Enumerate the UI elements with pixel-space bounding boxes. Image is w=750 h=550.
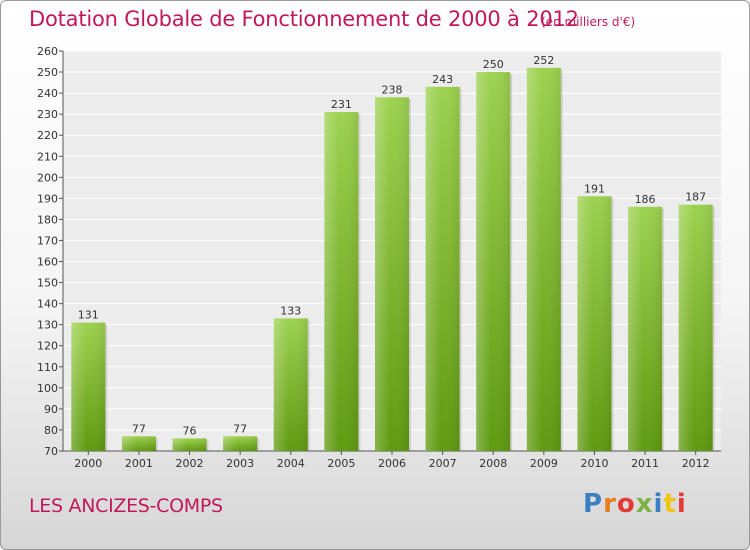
y-tick-label: 140 bbox=[37, 298, 58, 311]
y-tick-label: 170 bbox=[37, 234, 58, 247]
logo-letter: t bbox=[663, 489, 677, 519]
y-tick-label: 200 bbox=[37, 171, 58, 184]
y-tick-label: 160 bbox=[37, 256, 58, 269]
x-tick-label: 2003 bbox=[226, 457, 254, 470]
y-tick-label: 80 bbox=[44, 424, 58, 437]
bar-highlight bbox=[678, 204, 713, 451]
y-tick-label: 70 bbox=[44, 445, 58, 458]
bar-value-label: 231 bbox=[331, 98, 352, 111]
logo-letter: P bbox=[583, 489, 604, 519]
x-tick-label: 2001 bbox=[125, 457, 153, 470]
y-tick-label: 240 bbox=[37, 87, 58, 100]
y-tick-label: 210 bbox=[37, 150, 58, 163]
bar-highlight bbox=[324, 112, 359, 451]
y-tick-label: 260 bbox=[37, 45, 58, 58]
chart-unit: (en milliers d'€) bbox=[541, 15, 636, 29]
logo-letter: i bbox=[653, 489, 664, 519]
x-tick-label: 2004 bbox=[277, 457, 305, 470]
bar-highlight bbox=[577, 196, 612, 451]
x-tick-label: 2007 bbox=[429, 457, 457, 470]
proxiti-logo[interactable]: Proxiti bbox=[583, 489, 687, 519]
y-tick-label: 110 bbox=[37, 361, 58, 374]
bar-highlight bbox=[273, 318, 308, 451]
bar-highlight bbox=[121, 436, 156, 451]
logo-letter: r bbox=[603, 489, 617, 519]
x-tick-label: 2012 bbox=[682, 457, 710, 470]
x-tick-label: 2002 bbox=[176, 457, 204, 470]
bar-highlight bbox=[375, 97, 409, 451]
bar-highlight bbox=[425, 86, 460, 451]
bar-value-label: 250 bbox=[483, 58, 504, 71]
bar-value-label: 77 bbox=[233, 422, 247, 435]
bar-highlight bbox=[628, 206, 663, 451]
bar-value-label: 243 bbox=[432, 73, 453, 86]
y-tick-label: 190 bbox=[37, 192, 58, 205]
y-tick-label: 120 bbox=[37, 340, 58, 353]
y-tick-label: 100 bbox=[37, 382, 58, 395]
bar-value-label: 131 bbox=[78, 309, 99, 322]
chart-title: Dotation Globale de Fonctionnement de 20… bbox=[29, 7, 579, 31]
x-tick-label: 2005 bbox=[327, 457, 355, 470]
bar-value-label: 187 bbox=[685, 191, 706, 204]
y-tick-label: 90 bbox=[44, 403, 58, 416]
data-labels: 131 77 76 77 133 231 238 243 250 252 191 186 187 bbox=[78, 54, 706, 438]
bar-value-label: 186 bbox=[635, 193, 656, 206]
bar-value-label: 133 bbox=[280, 304, 301, 317]
bar-value-label: 252 bbox=[533, 54, 554, 67]
bar-highlight bbox=[476, 72, 511, 451]
x-tick-label: 2006 bbox=[378, 457, 406, 470]
x-tick-label: 2000 bbox=[74, 457, 102, 470]
y-tick-label: 150 bbox=[37, 277, 58, 290]
x-tick-label: 2008 bbox=[479, 457, 507, 470]
y-tick-label: 180 bbox=[37, 213, 58, 226]
bars bbox=[71, 67, 715, 451]
x-tick-label: 2009 bbox=[530, 457, 558, 470]
x-tick-label: 2010 bbox=[580, 457, 608, 470]
x-tick-label: 2011 bbox=[631, 457, 659, 470]
bar-highlight bbox=[71, 322, 106, 451]
bar-highlight bbox=[172, 438, 207, 451]
bar-highlight bbox=[223, 436, 258, 451]
logo-letter: x bbox=[635, 489, 654, 519]
commune-name: LES ANCIZES-COMPS bbox=[29, 495, 223, 517]
axes: 7080901001101201301401501601701801902002… bbox=[37, 45, 721, 470]
bar-value-label: 76 bbox=[183, 424, 197, 437]
bar-value-label: 238 bbox=[382, 83, 403, 96]
logo-letter: i bbox=[676, 489, 687, 519]
y-tick-label: 250 bbox=[37, 66, 58, 79]
bar-value-label: 191 bbox=[584, 182, 605, 195]
y-tick-label: 230 bbox=[37, 108, 58, 121]
bar-highlight bbox=[526, 67, 561, 451]
bar-value-label: 77 bbox=[132, 422, 146, 435]
logo-letter: o bbox=[616, 489, 636, 519]
y-tick-label: 130 bbox=[37, 319, 58, 332]
y-tick-label: 220 bbox=[37, 129, 58, 142]
